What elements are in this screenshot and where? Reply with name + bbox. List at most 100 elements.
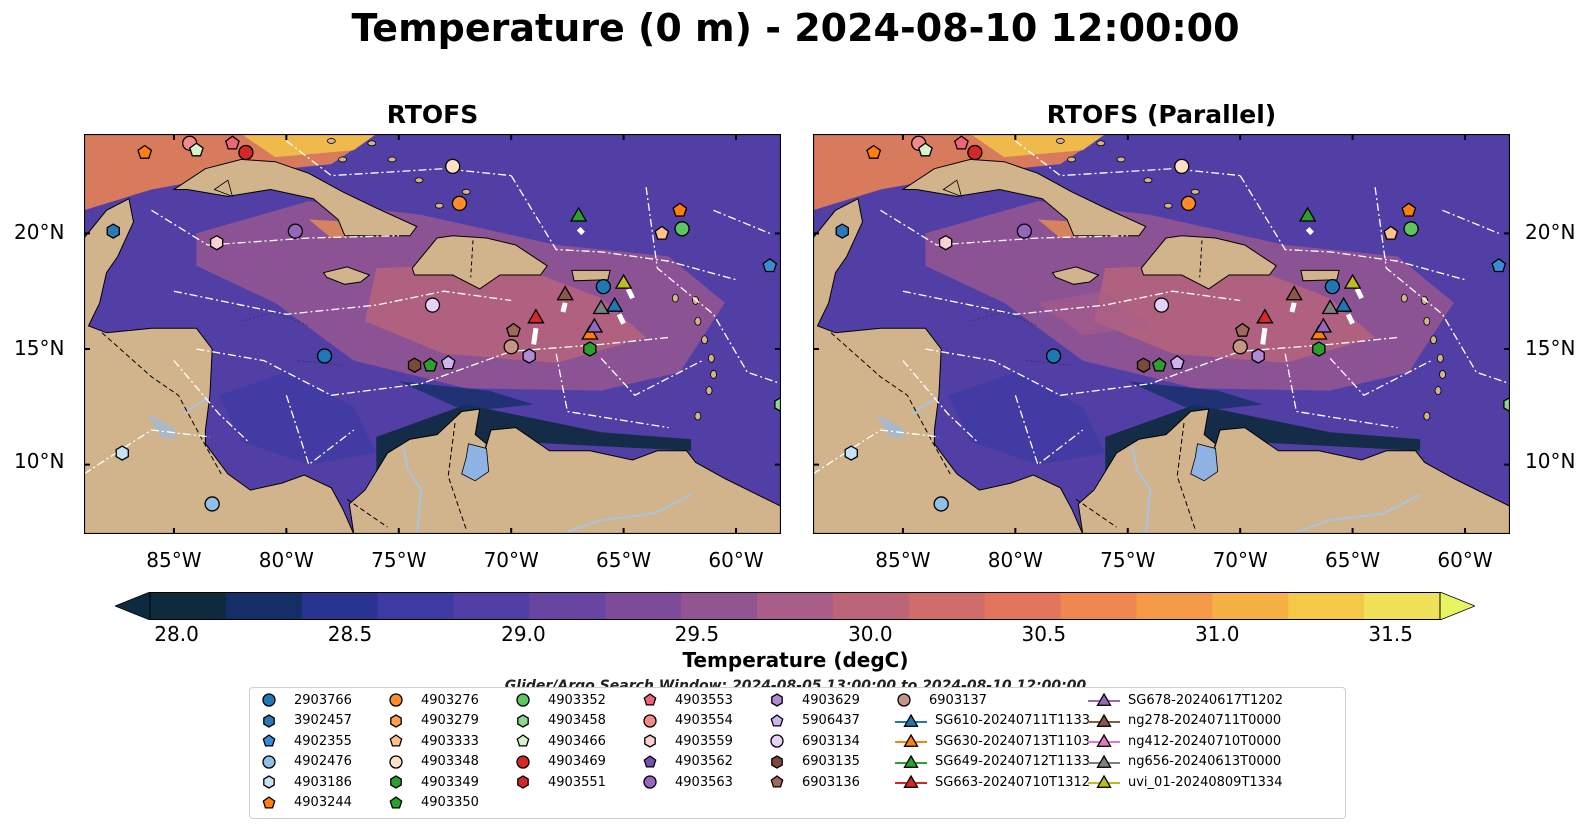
eez-boundary	[925, 336, 1398, 396]
lesser-antilles-island	[694, 411, 702, 421]
sst-warm-region	[1094, 263, 1376, 363]
legend-item: 4903350	[387, 793, 479, 813]
sst-cool-region	[947, 372, 1106, 465]
triangle-marker-icon	[895, 754, 927, 768]
legend-label: 6903135	[802, 754, 860, 769]
lesser-antilles-island	[1400, 293, 1408, 303]
country-border	[101, 332, 222, 475]
legend-item: 6903137	[895, 690, 987, 710]
argo-float-marker	[106, 223, 120, 239]
legend-label: ng278-20240711T0000	[1128, 713, 1282, 728]
pentagon-marker-icon	[770, 713, 784, 727]
eez-boundary	[1284, 353, 1398, 429]
argo-float-marker	[1312, 341, 1326, 357]
depth-contour	[297, 360, 343, 366]
legend-label: 4902476	[294, 754, 352, 769]
legend-item: 4903629	[768, 690, 860, 710]
argo-float-marker	[1324, 278, 1341, 295]
argo-float-marker	[204, 496, 220, 512]
legend-label: 4903350	[421, 795, 479, 810]
argo-float-marker	[424, 297, 441, 313]
argo-float-marker	[115, 445, 129, 461]
lon-label-left: 65°W	[595, 548, 652, 572]
lat-label-15-right: 15°N	[1525, 336, 1576, 360]
glider-marker	[605, 296, 624, 312]
legend-marker	[643, 754, 657, 768]
argo-float-marker	[918, 142, 933, 157]
argo-float-marker	[1045, 348, 1062, 364]
lesser-antilles-island	[1439, 370, 1446, 379]
panel-title-rtofs-parallel: RTOFS (Parallel)	[1046, 100, 1277, 129]
argo-float-marker	[506, 322, 521, 337]
circle-marker-icon	[262, 693, 276, 707]
lat-label-15-left: 15°N	[14, 336, 65, 360]
central-america-landmass	[813, 197, 1084, 534]
glider-marker	[1343, 273, 1362, 289]
legend-item: 4903469	[514, 752, 606, 772]
colorbar-segment	[681, 592, 758, 620]
legend-label: 4902355	[294, 733, 352, 749]
triangle-marker-icon	[1088, 713, 1120, 727]
colorbar-segment	[1364, 592, 1441, 620]
lon-label-right: 80°W	[987, 548, 1043, 572]
argo-float-marker	[672, 202, 688, 217]
legend-item: 4902355	[260, 731, 352, 751]
eez-boundary	[173, 360, 249, 442]
legend-item: 4903562	[641, 752, 733, 772]
hexagon-marker-icon	[517, 713, 529, 728]
pentagon-marker-icon	[389, 734, 403, 747]
legend-label: SG678-20240617T1202	[1128, 692, 1284, 708]
legend-marker	[903, 733, 919, 747]
glider-track	[560, 302, 568, 313]
sst-warm-region	[1037, 291, 1151, 336]
bahamas-island	[1096, 140, 1106, 147]
sst-cool-region	[1127, 381, 1263, 412]
colorbar-segment	[301, 592, 379, 620]
legend-item: 4903279	[387, 711, 479, 731]
legend-marker	[263, 775, 275, 789]
legend-label: 4903629	[802, 692, 860, 708]
river	[911, 396, 938, 415]
eez-boundary	[1329, 357, 1432, 397]
argo-float-marker	[938, 234, 953, 251]
argo-float-marker	[440, 355, 456, 370]
bahamas-island	[1055, 138, 1065, 144]
hispaniola-island	[411, 235, 548, 290]
legend-marker	[1096, 754, 1112, 768]
glider-track	[1289, 302, 1297, 313]
argo-float-marker	[1151, 357, 1167, 372]
puerto-rico-island	[1300, 269, 1340, 282]
argo-float-marker	[1403, 221, 1419, 237]
legend-label: SG610-20240711T1133	[935, 713, 1091, 728]
map-frame	[813, 134, 1510, 534]
legend-label: 2903766	[294, 692, 352, 708]
eez-boundary	[1442, 209, 1500, 235]
legend-label: 4903554	[675, 713, 733, 728]
argo-float-marker	[866, 144, 882, 159]
bahamas-island	[1190, 188, 1200, 195]
argo-float-marker	[654, 225, 670, 240]
argo-float-marker	[287, 223, 303, 239]
country-border	[830, 332, 951, 475]
eez-boundary	[902, 360, 978, 442]
eez-boundary	[813, 429, 939, 475]
legend-marker	[390, 775, 402, 789]
glider-track	[576, 227, 585, 236]
colorbar-segment	[1060, 592, 1137, 620]
triangle-marker-icon	[1088, 754, 1120, 768]
legend-label: ng656-20240613T0000	[1128, 754, 1282, 769]
lon-label-right: 85°W	[875, 548, 931, 572]
legend-item: 4903563	[641, 772, 733, 792]
pentagon-marker-icon	[516, 734, 530, 747]
colorbar-tick-label: 30.0	[848, 622, 893, 646]
country-border	[1176, 422, 1196, 530]
legend-marker	[389, 734, 403, 747]
eez-boundary	[510, 175, 737, 281]
eez-boundary	[1374, 187, 1510, 385]
argo-float-marker	[1232, 339, 1248, 355]
river	[1131, 445, 1152, 534]
lesser-antilles-island	[671, 293, 679, 303]
argo-float-marker	[774, 396, 781, 413]
lesser-antilles-island	[1434, 386, 1442, 396]
argo-float-marker	[1136, 357, 1151, 373]
